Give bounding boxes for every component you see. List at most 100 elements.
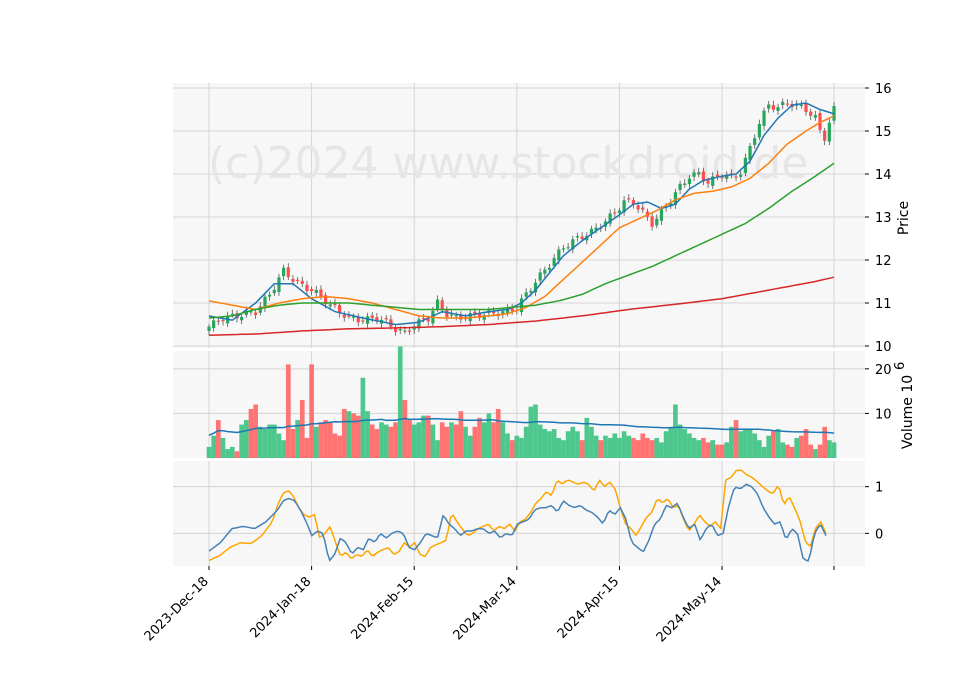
volume-bar: [621, 431, 627, 458]
indicator-line: [208, 469, 827, 562]
candle-body: [757, 123, 761, 138]
price-tick-label: 14: [875, 168, 892, 183]
volume-bar: [402, 400, 408, 458]
volume-bar: [439, 422, 445, 458]
volume-bar: [570, 426, 576, 458]
volume-bar: [612, 433, 618, 458]
volume-bar: [631, 437, 636, 458]
candle-body: [519, 298, 524, 313]
candle-body: [575, 236, 580, 238]
volume-bar: [243, 420, 249, 458]
candle-body: [230, 313, 234, 316]
volume-bar: [318, 422, 324, 458]
volume-bar: [472, 426, 478, 458]
candle-body: [207, 326, 211, 331]
x-tick-label: 2024-Apr-15: [555, 574, 622, 641]
volume-bar: [719, 444, 725, 458]
volume-bar: [206, 446, 212, 458]
indicator-line: [208, 483, 827, 563]
candle-body: [552, 258, 556, 266]
volume-bar: [593, 435, 599, 458]
candle-body: [739, 174, 743, 177]
x-tick-label: 2024-Jan-18: [247, 574, 314, 641]
volume-moving-average: [208, 417, 835, 436]
candle-body: [715, 174, 719, 177]
ind-panel-background: [173, 461, 865, 566]
volume-bar: [542, 429, 548, 458]
candle-body: [407, 330, 412, 332]
volume-bar: [551, 429, 557, 458]
candle-body: [589, 228, 594, 234]
candle-body: [342, 314, 346, 318]
candle-body: [571, 239, 575, 250]
candle-body: [473, 311, 477, 314]
candle-body: [421, 318, 426, 320]
watermark: (c)2024 www.stockdroid.de: [208, 138, 808, 189]
price-axis-label: Price: [896, 201, 912, 235]
volume-bar: [659, 442, 664, 458]
volume-bar: [379, 422, 384, 458]
volume-bar: [299, 400, 305, 458]
volume-bar: [626, 435, 632, 458]
candle-body: [809, 111, 813, 116]
volume-bar: [467, 435, 473, 458]
volume-bar: [607, 437, 613, 458]
candle-body: [706, 180, 710, 184]
candle-body: [813, 115, 817, 118]
volume-bar: [715, 444, 720, 458]
volume-bar: [271, 424, 277, 458]
volume-bar: [654, 437, 660, 458]
candle-body: [370, 315, 374, 319]
candle-body: [771, 105, 775, 110]
candle-body: [324, 295, 328, 305]
volume-bar: [276, 433, 282, 458]
candle-body: [277, 277, 281, 293]
volume-bar: [663, 431, 669, 458]
candle-body: [319, 289, 323, 297]
candle-body: [827, 122, 831, 142]
candle-body: [310, 289, 314, 292]
candle-body: [272, 289, 276, 294]
volume-bar: [234, 451, 240, 458]
candle-body: [533, 282, 538, 293]
candle-body: [529, 290, 533, 293]
volume-bar: [239, 424, 244, 458]
candle-body: [776, 107, 780, 111]
candle-body: [617, 210, 622, 214]
volume-bar: [803, 429, 809, 458]
candle-body: [361, 320, 365, 322]
volume-bar: [383, 424, 389, 458]
volume-bar: [444, 426, 450, 458]
volume-bar: [556, 437, 562, 458]
candle-body: [767, 104, 771, 109]
candle-body: [613, 212, 617, 214]
volume-bar: [817, 444, 823, 458]
candle-body: [375, 317, 379, 322]
candle-body: [683, 183, 687, 185]
candle-body: [235, 313, 239, 319]
volume-bar: [453, 424, 459, 458]
candle-body: [254, 312, 258, 315]
volume-bar: [369, 424, 375, 458]
volume-bar: [761, 446, 767, 458]
candle-body: [482, 315, 486, 320]
candle-body: [328, 304, 332, 307]
volume-bar: [640, 433, 646, 458]
candle-body: [785, 103, 789, 105]
volume-bar: [477, 417, 482, 458]
price-tick-label: 12: [875, 254, 892, 269]
candle-body: [445, 310, 449, 318]
volume-bar: [603, 435, 608, 458]
candle-body: [566, 247, 570, 249]
price-tick-label: 15: [875, 125, 892, 140]
volume-bar: [537, 424, 543, 458]
candle-body: [580, 236, 584, 240]
candle-body: [659, 209, 664, 221]
candle-body: [762, 110, 766, 126]
volume-bar: [579, 440, 585, 458]
volume-bar: [458, 411, 464, 458]
volume-bar: [313, 426, 319, 458]
candle-body: [333, 302, 337, 306]
candle-body: [650, 216, 654, 227]
